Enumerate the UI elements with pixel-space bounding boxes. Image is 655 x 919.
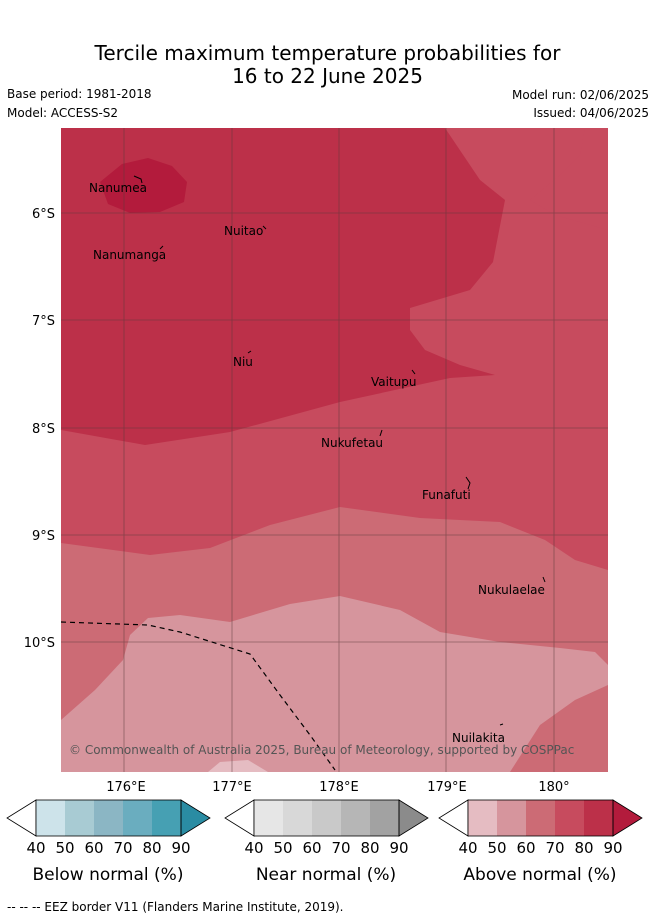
island-label-funafuti: Funafuti <box>422 488 471 502</box>
colorbar-above-tick-50: 50 <box>487 839 506 857</box>
lat-label-8s: 8°S <box>32 422 55 437</box>
island-label-nukulaelae: Nukulaelae <box>478 583 545 597</box>
zone-above-40 <box>208 760 268 772</box>
lat-label-7s: 7°S <box>32 314 55 329</box>
colorbar-above-swatch-1 <box>468 800 497 836</box>
colorbar-below-tick-70: 70 <box>113 839 132 857</box>
base-period-text: Base period: 1981-2018 <box>7 87 152 101</box>
colorbar-above-tick-80: 80 <box>574 839 593 857</box>
issued-text: Issued: 04/06/2025 <box>533 106 649 120</box>
zone-above-50 <box>61 596 608 772</box>
lat-label-10s: 10°S <box>24 636 55 651</box>
graticule <box>61 128 608 772</box>
colorbar-above-swatch-4 <box>555 800 584 836</box>
eez-border-line <box>60 621 336 771</box>
lat-label-9s: 9°S <box>32 529 55 544</box>
colorbar-near-tick-60: 60 <box>302 839 321 857</box>
zone-above-90 <box>100 158 187 213</box>
colorbar-near-title: Near normal (%) <box>256 865 396 885</box>
colorbar-above-tick-70: 70 <box>545 839 564 857</box>
lon-label-179e: 179°E <box>427 780 467 795</box>
map-title-line-2: 16 to 22 June 2025 <box>232 64 423 88</box>
colorbar-below-swatch-4 <box>123 800 152 836</box>
zone-above-70-north <box>448 128 608 230</box>
colorbar-near-high-arrow <box>398 799 429 837</box>
colorbar-above-high-arrow <box>612 799 643 837</box>
lon-label-178e: 178°E <box>319 780 359 795</box>
island-label-nukufetau: Nukufetau <box>321 436 383 450</box>
colorbar-below-swatch-2 <box>65 800 94 836</box>
colorbar-near-tick-90: 90 <box>389 839 408 857</box>
island-label-nanumanga: Nanumanga <box>93 248 166 262</box>
colorbar-below-tick-90: 90 <box>171 839 190 857</box>
colorbar-below-low-arrow <box>6 799 37 837</box>
island-label-nuitao: Nuitao <box>224 224 263 238</box>
colorbar-above-normal: 40 50 60 70 80 90 Above normal (%) <box>438 799 643 885</box>
colorbar-near-swatch-2 <box>283 800 312 836</box>
lon-label-176e: 176°E <box>106 780 146 795</box>
colorbar-below-tick-40: 40 <box>26 839 45 857</box>
island-markers <box>133 175 546 726</box>
colorbar-below-swatch-5 <box>152 800 181 836</box>
probability-fill <box>61 128 608 772</box>
colorbar-above-low-arrow <box>438 799 469 837</box>
island-label-niu: Niu <box>233 355 253 369</box>
colorbar-above-tick-40: 40 <box>458 839 477 857</box>
colorbar-below-title: Below normal (%) <box>33 865 184 885</box>
colorbar-above-tick-90: 90 <box>603 839 622 857</box>
colorbar-near-tick-50: 50 <box>273 839 292 857</box>
colorbar-above-swatch-2 <box>497 800 526 836</box>
island-label-nanumea: Nanumea <box>89 181 147 195</box>
map-title-line-1: Tercile maximum temperature probabilitie… <box>94 41 561 65</box>
lat-label-6s: 6°S <box>32 207 55 222</box>
colorbar-near-swatch-5 <box>370 800 399 836</box>
copyright-text: © Commonwealth of Australia 2025, Bureau… <box>69 743 574 757</box>
colorbar-below-swatch-3 <box>94 800 123 836</box>
lon-label-177e: 177°E <box>212 780 252 795</box>
colorbar-near-swatch-4 <box>341 800 370 836</box>
colorbar-below-tick-60: 60 <box>84 839 103 857</box>
colorbar-below-tick-80: 80 <box>142 839 161 857</box>
colorbar-near-low-arrow <box>224 799 255 837</box>
island-label-nuilakita: Nuilakita <box>452 731 505 745</box>
colorbar-above-swatch-5 <box>584 800 613 836</box>
colorbar-near-swatch-1 <box>254 800 283 836</box>
model-run-text: Model run: 02/06/2025 <box>511 88 649 102</box>
colorbar-near-tick-70: 70 <box>331 839 350 857</box>
colorbar-above-swatch-3 <box>526 800 555 836</box>
eez-legend-text: -- -- -- EEZ border V11 (Flanders Marine… <box>7 900 344 914</box>
colorbar-near-normal: 40 50 60 70 80 90 Near normal (%) <box>224 799 429 885</box>
colorbar-below-swatch-1 <box>36 800 65 836</box>
lon-label-180: 180° <box>538 780 569 795</box>
colorbar-above-tick-60: 60 <box>516 839 535 857</box>
model-text: Model: ACCESS-S2 <box>7 106 119 120</box>
colorbar-above-title: Above normal (%) <box>463 865 616 885</box>
colorbar-below-tick-50: 50 <box>55 839 74 857</box>
colorbar-near-swatch-3 <box>312 800 341 836</box>
colorbar-below-high-arrow <box>180 799 211 837</box>
island-label-vaitupu: Vaitupu <box>371 375 417 389</box>
colorbar-near-tick-80: 80 <box>360 839 379 857</box>
colorbar-below-normal: 40 50 60 70 80 90 Below normal (%) <box>6 799 211 885</box>
colorbar-near-tick-40: 40 <box>244 839 263 857</box>
map-canvas: Nanumea Nuitao Nanumanga Niu Vaitupu Nuk… <box>6 128 643 885</box>
